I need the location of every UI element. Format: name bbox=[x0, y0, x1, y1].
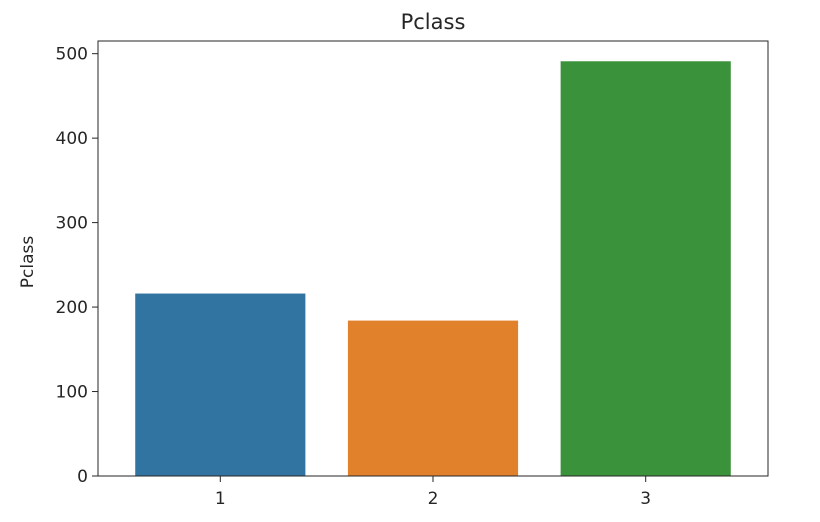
x-axis-ticks: 1 2 3 bbox=[215, 476, 651, 509]
y-axis-ticks: 0 100 200 300 400 500 bbox=[56, 45, 98, 487]
x-tick-label: 2 bbox=[428, 489, 439, 509]
plot-frame bbox=[97, 40, 769, 477]
bars-group bbox=[135, 61, 731, 476]
x-tick-label: 1 bbox=[215, 489, 226, 509]
chart-title: Pclass bbox=[401, 10, 466, 34]
y-axis-label: Pclass bbox=[18, 236, 38, 289]
y-tick-label: 200 bbox=[56, 298, 88, 318]
y-tick-label: 500 bbox=[56, 45, 88, 65]
bar-2 bbox=[347, 320, 519, 476]
y-tick-label: 100 bbox=[56, 383, 88, 403]
y-tick-label: 400 bbox=[56, 129, 88, 149]
x-tick-label: 3 bbox=[640, 489, 651, 509]
bar-1 bbox=[135, 293, 306, 476]
y-tick-label: 300 bbox=[56, 214, 88, 234]
bar-3 bbox=[560, 61, 731, 476]
y-tick-label: 0 bbox=[77, 467, 88, 487]
